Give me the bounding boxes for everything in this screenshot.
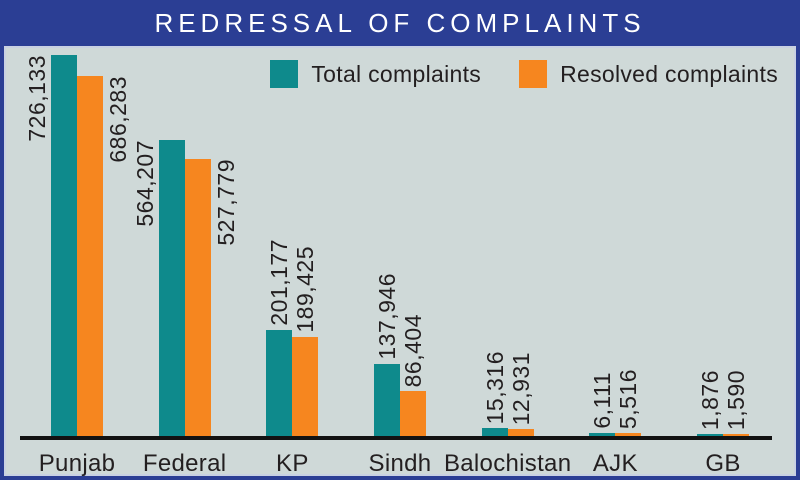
- bar-federal-total: [158, 140, 185, 436]
- category-label-federal: Federal: [142, 450, 227, 477]
- category-label-balochistan: Balochistan: [443, 450, 572, 477]
- bar-balochistan-resolved: [507, 429, 534, 436]
- title-band: REDRESSAL OF COMPLAINTS: [0, 0, 800, 46]
- page-title: REDRESSAL OF COMPLAINTS: [154, 7, 646, 38]
- bar-ajk-resolved: [615, 433, 642, 436]
- value-label-balochistan-resolved: 12,931: [507, 351, 534, 425]
- legend-label-resolved: Resolved complaints: [560, 60, 778, 87]
- legend-item-total-complaints: Total complaints: [270, 60, 481, 88]
- value-label-balochistan-total: 15,316: [481, 350, 508, 424]
- bar-kp-resolved: [292, 337, 319, 436]
- bar-kp-total: [266, 330, 293, 436]
- value-label-kp-resolved: 189,425: [292, 246, 319, 333]
- category-label-ajk: AJK: [592, 450, 638, 477]
- x-axis-line: [20, 436, 772, 440]
- bar-gb-total: [697, 434, 724, 436]
- value-label-sindh-resolved: 86,404: [400, 313, 426, 387]
- legend-item-resolved-complaints: Resolved complaints: [519, 60, 778, 88]
- bar-punjab-resolved: [77, 76, 103, 436]
- value-label-punjab-resolved: 686,283: [105, 76, 131, 163]
- bar-ajk-total: [589, 433, 616, 436]
- chart-legend: Total complaints Resolved complaints: [270, 60, 778, 88]
- bar-chart-plot: 726,133 686,283 Punjab 564,207 527,779 Federa…: [6, 48, 794, 477]
- legend-swatch-total-icon: [270, 60, 299, 88]
- bar-federal-resolved: [184, 159, 211, 436]
- category-label-gb: GB: [705, 450, 741, 477]
- category-label-kp: KP: [276, 450, 309, 477]
- value-label-kp-total: 201,177: [266, 239, 293, 326]
- value-label-ajk-resolved: 5,516: [615, 368, 642, 429]
- value-label-ajk-total: 6,111: [589, 372, 616, 429]
- bar-punjab-total: [51, 55, 77, 436]
- bar-sindh-total: [374, 364, 400, 436]
- legend-swatch-resolved-icon: [519, 60, 548, 88]
- category-label-sindh: Sindh: [368, 450, 432, 477]
- value-label-sindh-total: 137,946: [374, 273, 400, 360]
- bar-balochistan-total: [481, 428, 508, 436]
- value-label-gb-total: 1,876: [697, 369, 724, 430]
- category-label-punjab: Punjab: [38, 450, 116, 477]
- value-label-federal-resolved: 527,779: [212, 159, 239, 246]
- bar-gb-resolved: [723, 434, 750, 436]
- bar-sindh-resolved: [400, 391, 426, 436]
- value-label-federal-total: 564,207: [131, 140, 158, 227]
- legend-label-total: Total complaints: [311, 60, 482, 87]
- chart-area: 726,133 686,283 Punjab 564,207 527,779 Federa…: [4, 46, 796, 477]
- value-label-gb-resolved: 1,590: [723, 369, 750, 430]
- value-label-punjab-total: 726,133: [24, 55, 50, 142]
